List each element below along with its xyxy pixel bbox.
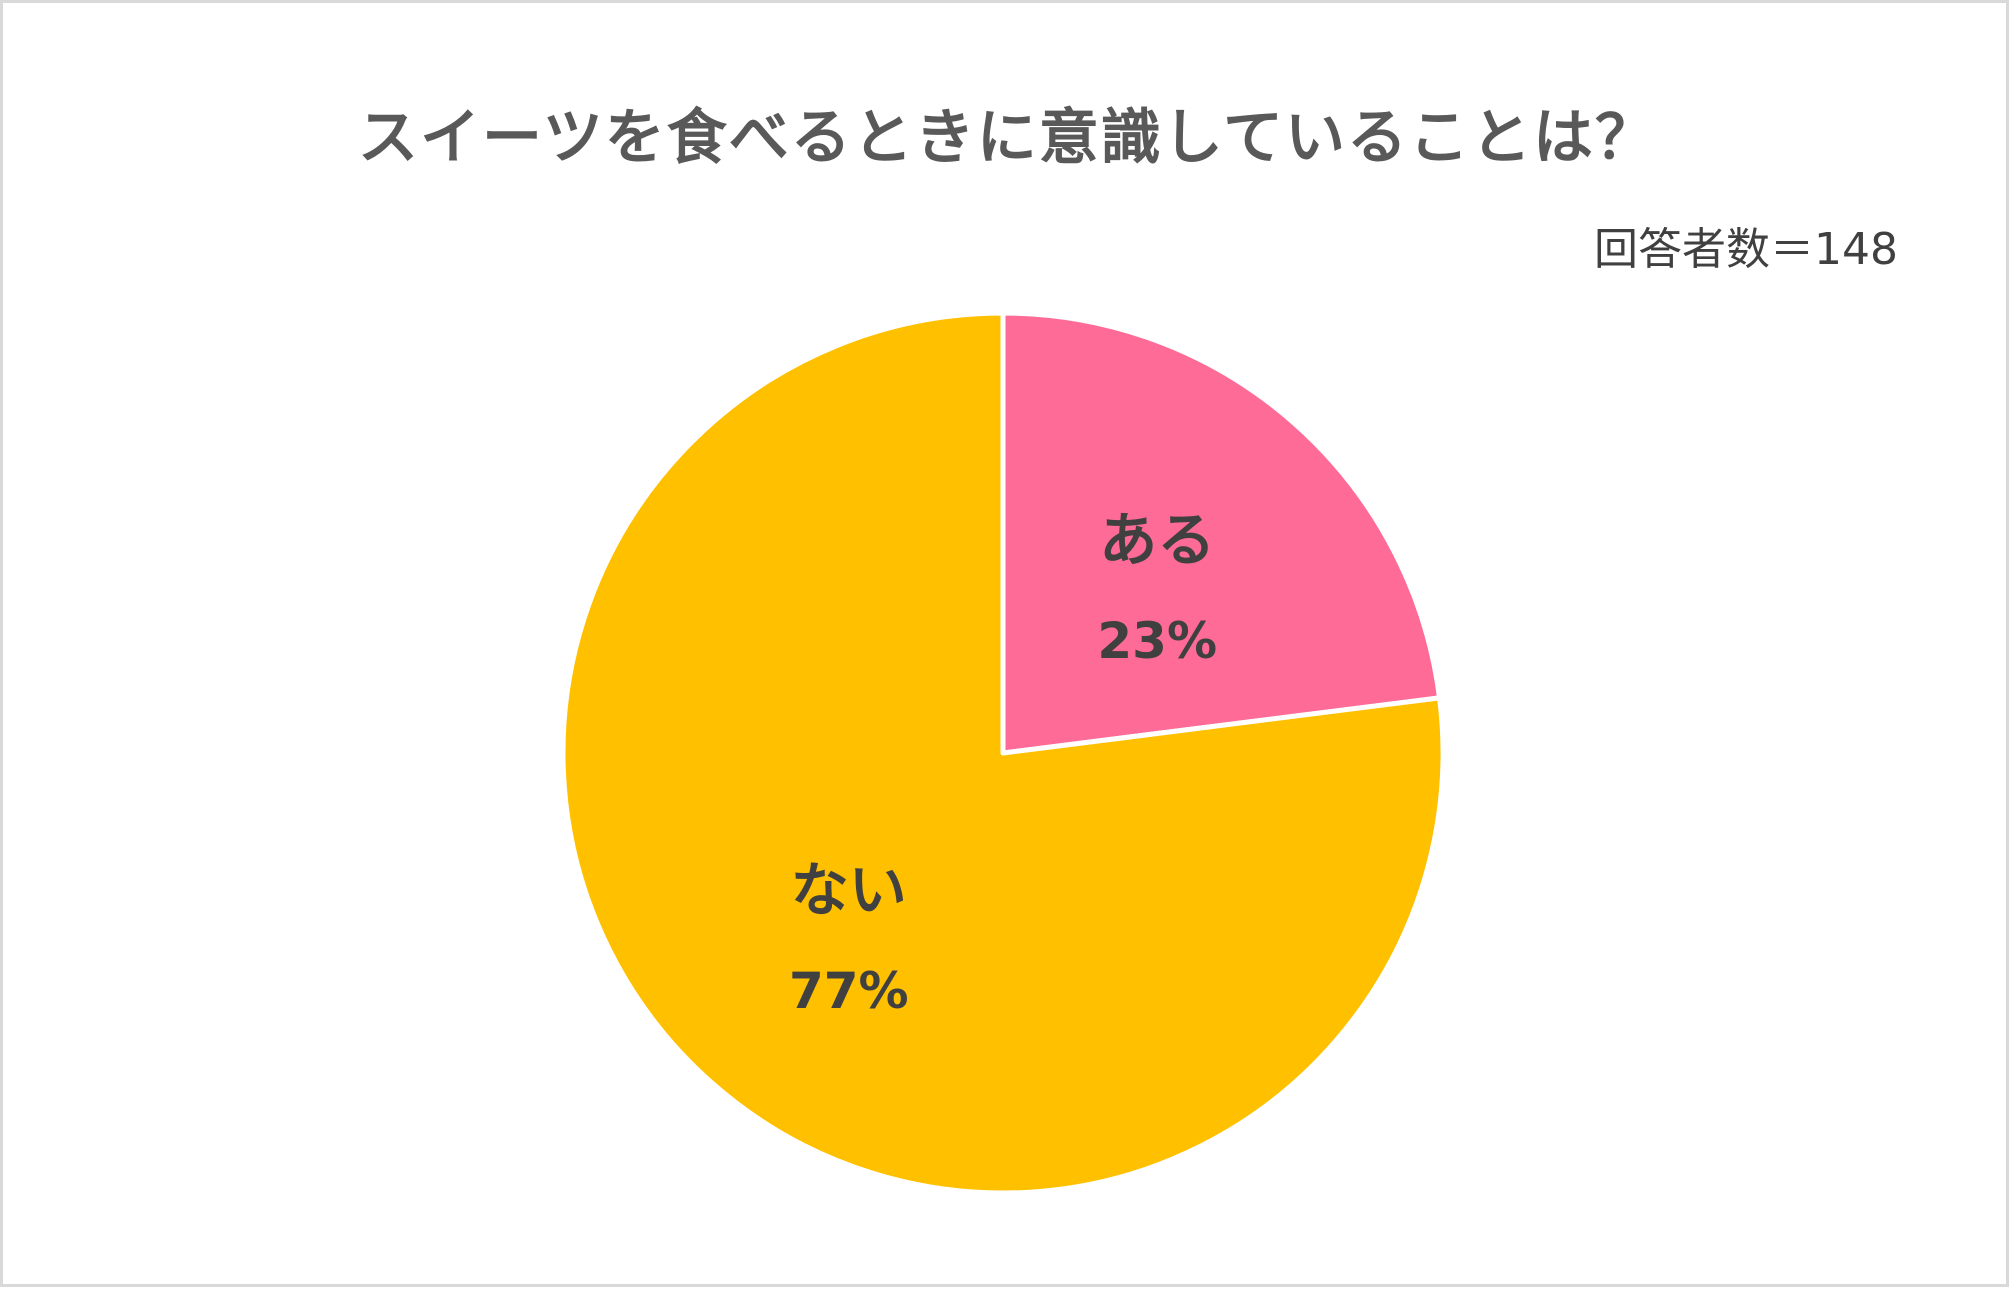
pie-slice-0 [1000, 310, 1443, 756]
slice-value-1: 77% [789, 962, 909, 1020]
slice-label-1: ない [791, 856, 907, 924]
slice-value-0: 23% [1097, 612, 1217, 670]
chart-title: スイーツを食べるときに意識していることは？ [358, 103, 1657, 173]
respondent-count: 回答者数＝148 [1594, 224, 1898, 275]
pie-slice-1 [560, 310, 1446, 1196]
slice-label-0: ある [1099, 506, 1215, 574]
pie-chart: ある 23% ない 77% [560, 310, 1446, 1196]
